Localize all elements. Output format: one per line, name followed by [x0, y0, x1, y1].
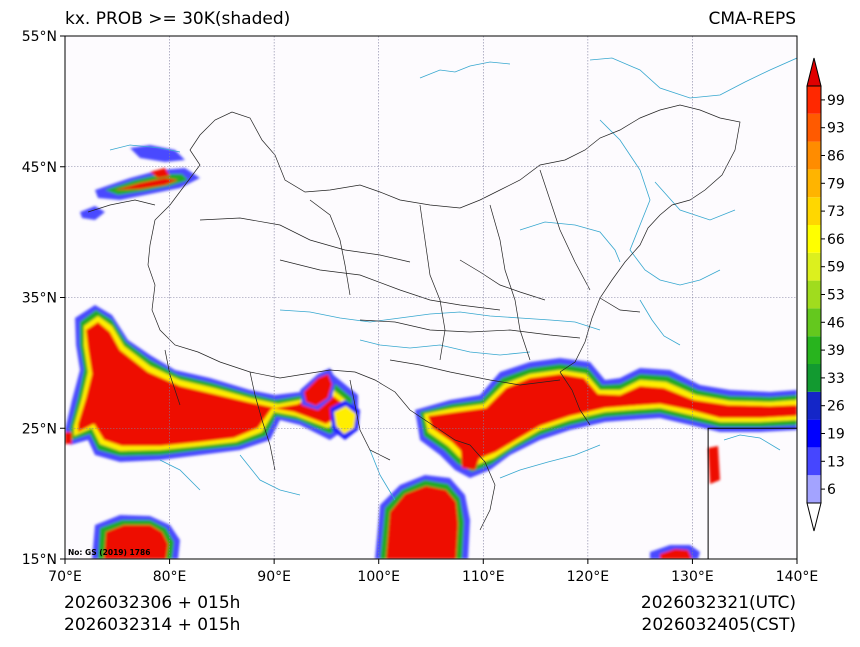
colorbar-segment — [807, 475, 821, 503]
shade-hainan — [460, 438, 482, 470]
colorbar-label: 39 — [827, 343, 845, 359]
valid-time-utc: 2026032321(UTC) — [640, 593, 796, 613]
south-china-sea-inset — [707, 427, 797, 559]
colorbar-segment — [807, 225, 821, 253]
colorbar-label: 73 — [827, 204, 845, 220]
colorbar-label: 26 — [827, 399, 845, 415]
colorbar-segment — [807, 197, 821, 225]
colorbar-label: 79 — [827, 176, 845, 192]
colorbar-segment — [807, 447, 821, 476]
shade-tibet-red — [304, 374, 332, 406]
shade-xinjiang-3 — [130, 145, 185, 162]
shade-phil-red — [660, 549, 692, 559]
lat-label: 45°N — [22, 160, 57, 176]
colorbar-segment — [807, 391, 821, 420]
colorbar-segment — [807, 141, 821, 170]
colorbar-label: 86 — [827, 149, 845, 165]
colorbar: 6 13 19 26 33 39 46 53 59 66 73 79 86 93 99 — [806, 57, 845, 532]
colorbar-extend-min — [806, 502, 822, 532]
shade-taiwan — [708, 446, 720, 484]
gridlines — [65, 36, 797, 559]
colorbar-segment — [807, 419, 821, 448]
lon-label: 120°E — [567, 569, 610, 585]
colorbar-segment — [807, 308, 821, 337]
colorbar-label: 66 — [827, 232, 845, 248]
lat-label: 25°N — [22, 421, 57, 437]
colorbar-label: 53 — [827, 288, 845, 304]
chart-title: kx. PROB >= 30K(shaded) — [65, 9, 291, 29]
colorbar-extend-max — [806, 57, 822, 87]
map-review-number: No: GS (2019) 1786 — [68, 548, 150, 557]
shade-xinjiang-red — [115, 178, 178, 190]
shade-west-edge — [65, 432, 72, 444]
colorbar-label: 6 — [827, 482, 836, 498]
shade-india-south-red — [104, 525, 168, 559]
colorbar-segment — [807, 252, 821, 281]
lat-label: 55°N — [22, 29, 57, 45]
lon-label: 80°E — [153, 569, 187, 585]
init-time-2: 2026032314 + 015h — [64, 615, 241, 635]
colorbar-label: 59 — [827, 260, 845, 276]
shade-india-red — [78, 322, 344, 446]
lon-label: 110°E — [462, 569, 505, 585]
init-time-1: 2026032306 + 015h — [64, 593, 241, 613]
lat-label: 15°N — [22, 552, 57, 568]
borders — [87, 104, 741, 531]
colorbar-label: 19 — [827, 427, 845, 443]
colorbar-segment — [807, 336, 821, 364]
lat-label: 35°N — [22, 291, 57, 307]
colorbar-label: 33 — [827, 371, 845, 387]
lon-label: 140°E — [776, 569, 819, 585]
lon-label: 100°E — [357, 569, 400, 585]
shade-xinjiang-3-red — [150, 168, 170, 178]
colorbar-segment — [807, 280, 821, 309]
colorbar-segment — [807, 364, 821, 392]
colorbar-segment — [807, 113, 821, 142]
model-name: CMA-REPS — [708, 9, 796, 29]
colorbar-segment — [807, 86, 821, 114]
colorbar-label: 46 — [827, 315, 845, 331]
colorbar-label: 93 — [827, 121, 845, 137]
lon-label: 70°E — [48, 569, 82, 585]
rivers — [109, 57, 797, 501]
axis-ticks: 70°E 80°E 90°E 100°E 110°E 120°E 130°E 140°E 55°… — [22, 29, 819, 585]
probability-shading — [65, 145, 797, 559]
shade-south-red — [386, 486, 458, 559]
colorbar-label: 13 — [827, 454, 845, 470]
shade-xinjiang-2 — [80, 206, 105, 220]
shade-se-red — [428, 374, 797, 460]
lon-label: 130°E — [671, 569, 714, 585]
shade-yunnan-yellow — [334, 406, 356, 434]
lon-label: 90°E — [257, 569, 291, 585]
colorbar-label: 99 — [827, 93, 845, 109]
valid-time-cst: 2026032405(CST) — [641, 615, 796, 635]
colorbar-segment — [807, 169, 821, 198]
